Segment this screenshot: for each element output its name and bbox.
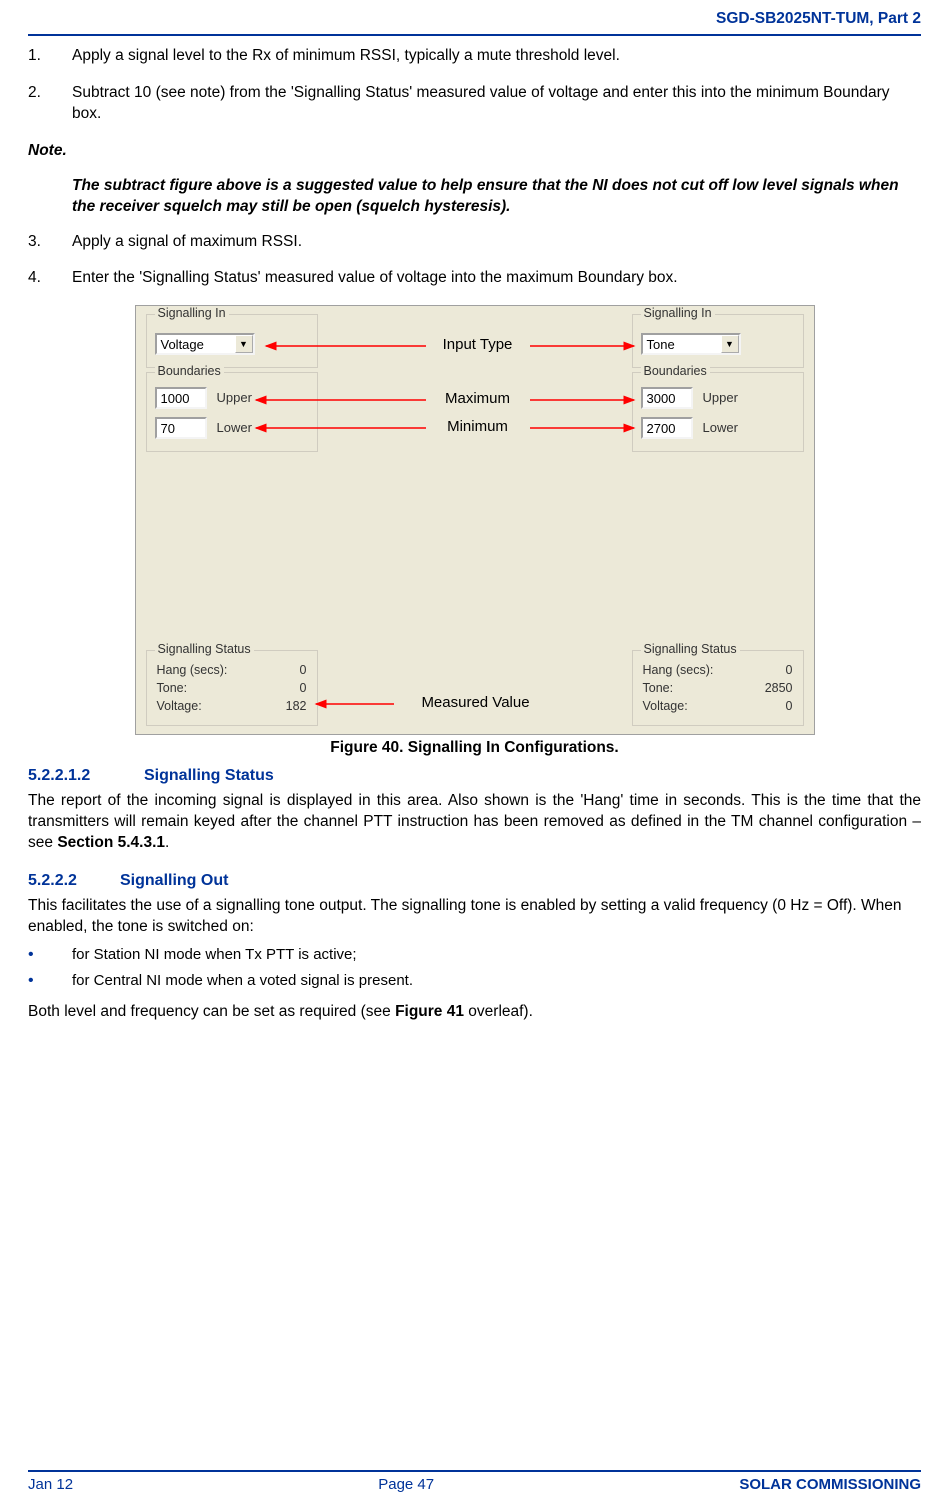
doc-header: SGD-SB2025NT-TUM, Part 2 xyxy=(28,10,921,30)
para-signalling-status: The report of the incoming signal is dis… xyxy=(28,791,921,854)
para-signalling-out: This facilitates the use of a signalling… xyxy=(28,896,921,938)
step-num: 4. xyxy=(28,268,72,289)
figure-signalling-in: Signalling In Voltage ▼ Boundaries Upper… xyxy=(135,305,815,735)
step-num: 3. xyxy=(28,232,72,253)
footer-date: Jan 12 xyxy=(28,1476,73,1493)
bullet-icon: • xyxy=(28,946,72,964)
heading-signalling-status: 5.2.2.1.2Signalling Status xyxy=(28,767,921,785)
heading-signalling-out: 5.2.2.2Signalling Out xyxy=(28,872,921,890)
para-after-bullets: Both level and frequency can be set as r… xyxy=(28,1002,921,1023)
bullet-text: for Station NI mode when Tx PTT is activ… xyxy=(72,946,357,964)
note-header: Note. xyxy=(28,141,921,162)
footer-section: SOLAR COMMISSIONING xyxy=(739,1476,921,1493)
step-text: Apply a signal level to the Rx of minimu… xyxy=(72,46,921,67)
bullet-text: for Central NI mode when a voted signal … xyxy=(72,972,413,990)
note-body: The subtract figure above is a suggested… xyxy=(72,176,921,218)
step-text: Apply a signal of maximum RSSI. xyxy=(72,232,921,253)
bullet-icon: • xyxy=(28,972,72,990)
footer-page: Page 47 xyxy=(378,1476,434,1493)
header-rule xyxy=(28,34,921,36)
step-num: 1. xyxy=(28,46,72,67)
figure-caption: Figure 40. Signalling In Configurations. xyxy=(28,739,921,757)
step-text: Subtract 10 (see note) from the 'Signall… xyxy=(72,83,921,125)
step-num: 2. xyxy=(28,83,72,125)
step-text: Enter the 'Signalling Status' measured v… xyxy=(72,268,921,289)
annotation-arrows xyxy=(136,306,816,736)
page-footer: Jan 12 Page 47 SOLAR COMMISSIONING xyxy=(28,1470,921,1493)
